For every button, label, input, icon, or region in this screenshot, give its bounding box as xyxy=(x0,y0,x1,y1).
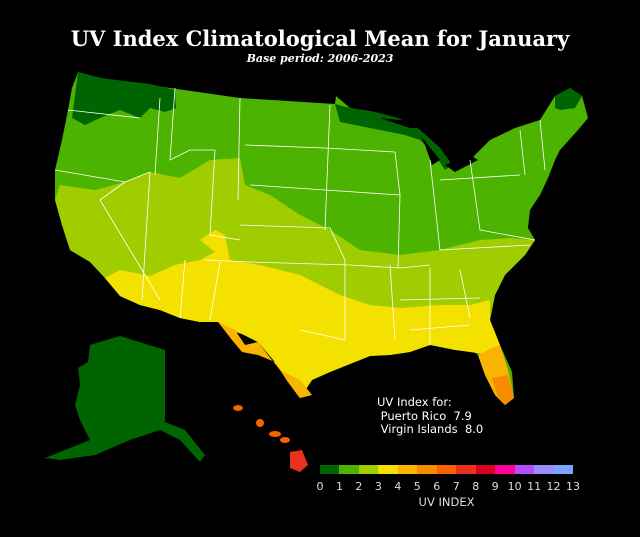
legend-tick: 9 xyxy=(491,480,499,493)
legend-tick: 4 xyxy=(394,480,402,493)
territories-note: UV Index for: Puerto Rico 7.9 Virgin Isl… xyxy=(377,395,484,437)
legend-colorbar xyxy=(320,465,574,474)
map-title: UV Index Climatological Mean for January xyxy=(70,26,570,51)
legend-swatch-6 xyxy=(436,465,457,474)
territories-note-virgin-islands: Virgin Islands 8.0 xyxy=(377,422,484,436)
uv-3-4-zone xyxy=(105,230,500,398)
uv-legend: 0 1 2 3 4 5 6 7 8 9 10 11 12 13 UV INDEX xyxy=(316,465,581,509)
legend-swatch-12 xyxy=(553,465,574,474)
legend-swatch-2 xyxy=(358,465,379,474)
legend-swatch-1 xyxy=(339,465,359,474)
legend-tick: 3 xyxy=(374,480,382,493)
legend-tick: 5 xyxy=(413,480,421,493)
legend-tick: 11 xyxy=(527,480,542,493)
legend-swatch-10 xyxy=(514,465,535,474)
legend-swatch-5 xyxy=(417,465,437,474)
uv-4-5-zone-texas xyxy=(218,322,312,398)
legend-tick: 10 xyxy=(507,480,522,493)
legend-swatch-7 xyxy=(456,465,476,474)
uv-0-1-zone-maine xyxy=(555,88,582,110)
territories-note-puerto-rico: Puerto Rico 7.9 xyxy=(377,408,472,423)
legend-tick: 1 xyxy=(335,480,343,493)
hawaii xyxy=(233,405,308,472)
legend-swatch-3 xyxy=(378,465,398,474)
state-borders xyxy=(54,87,546,345)
legend-tick: 7 xyxy=(452,480,460,493)
uv-0-1-zone-pnw xyxy=(72,72,176,125)
territories-note-heading: UV Index for: xyxy=(377,395,452,409)
legend-swatch-11 xyxy=(534,465,554,474)
legend-swatch-9 xyxy=(495,465,515,474)
legend-tick: 8 xyxy=(472,480,480,493)
legend-tick: 6 xyxy=(433,480,441,493)
legend-tick: 13 xyxy=(566,480,580,493)
legend-swatch-0 xyxy=(320,465,340,474)
uv-5-6-zone-florida xyxy=(492,375,514,405)
legend-swatch-8 xyxy=(475,465,496,474)
legend-ticks: 0 1 2 3 4 5 6 7 8 9 10 11 12 13 xyxy=(316,480,581,494)
map-subtitle: Base period: 2006-2023 xyxy=(246,52,394,65)
alaska xyxy=(45,336,205,462)
legend-tick: 0 xyxy=(316,480,324,493)
legend-tick: 12 xyxy=(546,480,561,493)
legend-swatch-4 xyxy=(397,465,418,474)
legend-tick: 2 xyxy=(355,480,363,493)
uv-0-1-zone-great-lakes xyxy=(335,104,452,170)
legend-title: UV INDEX xyxy=(418,495,475,509)
